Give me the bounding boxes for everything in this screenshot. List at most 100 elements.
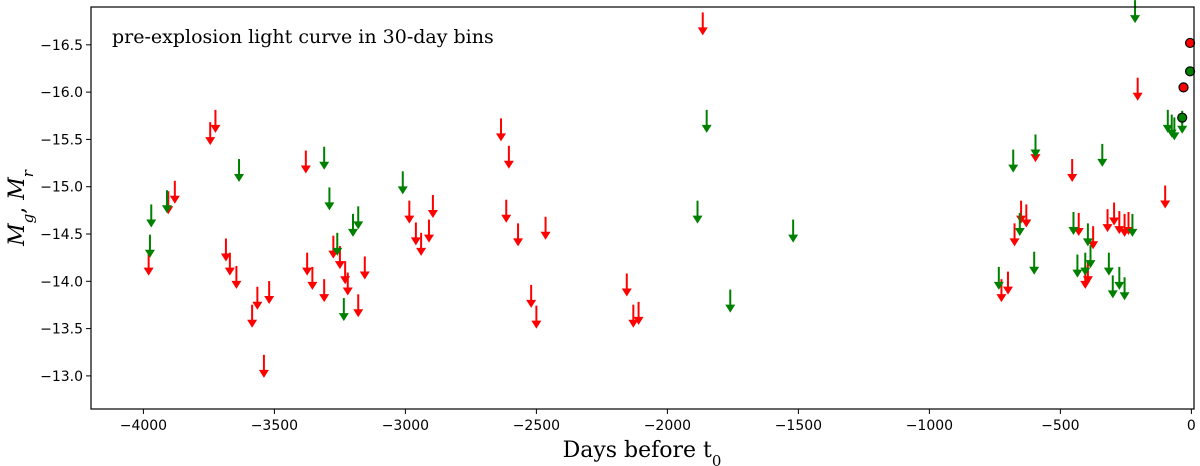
y-axis-label: Mg, Mr: [5, 169, 37, 247]
upper-limit-arrow-r: [264, 281, 275, 305]
detection-point-g: [1177, 112, 1188, 123]
upper-limit-arrow-r: [404, 200, 415, 224]
upper-limit-arrow-g: [144, 234, 155, 258]
upper-limit-arrow-g: [234, 159, 245, 183]
upper-limit-arrow-r: [220, 238, 231, 262]
upper-limit-arrow-g: [146, 204, 157, 228]
x-tick-label: −3500: [251, 418, 298, 434]
x-tick-label: −3000: [382, 418, 429, 434]
upper-limit-arrow-g: [1072, 254, 1083, 278]
y-tick-label: −13.5: [40, 322, 83, 338]
upper-limit-arrow-r: [302, 252, 313, 276]
upper-limit-arrow-r: [531, 305, 542, 329]
upper-limit-arrow-g: [1130, 0, 1141, 24]
upper-limit-arrow-g: [319, 146, 330, 170]
y-axis-ticks: −13.0 −13.5 −14.0 −14.5 −15.0 −15.5 −16.0 −16.5: [40, 38, 91, 385]
upper-limit-arrow-g: [1085, 245, 1096, 269]
upper-limit-arrow-g: [692, 200, 703, 224]
upper-limit-arrow-r: [1067, 159, 1078, 183]
upper-limit-arrow-r: [1009, 223, 1020, 247]
upper-limit-arrow-r: [628, 304, 639, 328]
upper-limit-arrow-r: [252, 286, 263, 310]
upper-limit-arrow-r: [513, 223, 524, 247]
upper-limit-arrow-r: [1016, 200, 1027, 224]
upper-limit-arrow-g: [1030, 134, 1041, 158]
upper-limit-arrow-g: [338, 298, 349, 322]
upper-limit-arrow-g: [1097, 143, 1108, 167]
x-tick-label: −1000: [906, 418, 953, 434]
upper-limit-arrow-r: [169, 180, 180, 204]
upper-limit-arrow-r: [1114, 211, 1125, 235]
upper-limit-arrow-r: [410, 222, 421, 246]
upper-limit-arrow-r: [621, 273, 632, 297]
upper-limit-arrow-g: [1008, 149, 1019, 173]
y-axis-label-m1: M: [5, 223, 30, 247]
x-axis-ticks: −4000 −3500 −3000 −2500 −2000 −1500 −1000 −500 0: [120, 409, 1196, 434]
upper-limit-arrow-r: [258, 354, 269, 378]
x-tick-label: −2500: [513, 418, 560, 434]
upper-limit-arrow-g: [1029, 251, 1040, 275]
upper-limit-arrow-r: [1109, 202, 1120, 226]
upper-limit-arrow-g: [1169, 117, 1180, 141]
upper-limit-arrow-g: [701, 109, 712, 133]
upper-limit-arrow-g: [347, 213, 358, 237]
upper-limit-arrow-r: [633, 301, 644, 325]
upper-limit-arrow-r: [231, 265, 242, 289]
upper-limit-arrow-r: [1160, 185, 1171, 209]
upper-limit-arrow-r: [205, 122, 216, 146]
upper-limit-arrow-r: [503, 145, 514, 169]
upper-limit-arrow-g: [1080, 252, 1091, 276]
data-marks: [143, 0, 1196, 378]
y-tick-label: −15.0: [40, 180, 83, 196]
upper-limit-arrow-r: [300, 150, 311, 174]
upper-limit-arrow-r: [1088, 226, 1099, 250]
upper-limit-arrow-g: [1068, 212, 1079, 236]
upper-limit-arrow-r: [697, 12, 708, 36]
upper-limit-arrow-g: [1127, 213, 1138, 237]
chart-annotation: pre-explosion light curve in 30-day bins: [112, 26, 494, 48]
x-tick-label: −1500: [775, 418, 822, 434]
upper-limit-arrow-r: [427, 194, 438, 218]
upper-limit-arrow-g: [1103, 252, 1114, 276]
upper-limit-arrow-r: [319, 279, 330, 303]
x-tick-label: −500: [1041, 418, 1079, 434]
upper-limit-arrow-r: [1102, 209, 1113, 233]
plot-frame: [90, 6, 1195, 410]
upper-limit-arrow-r: [416, 232, 427, 256]
upper-limit-arrow-r: [423, 219, 434, 243]
x-tick-label: 0: [1187, 418, 1196, 434]
upper-limit-arrow-r: [540, 216, 551, 240]
upper-limit-arrow-r: [210, 109, 221, 133]
upper-limit-arrow-r: [1073, 212, 1084, 236]
upper-limit-arrow-r: [143, 252, 154, 276]
detection-point-r: [1178, 82, 1189, 93]
y-axis-label-sub-g: g: [19, 214, 37, 224]
upper-limit-arrow-g: [1162, 109, 1173, 133]
upper-limit-arrow-r: [526, 284, 537, 308]
upper-limit-arrow-r: [496, 118, 507, 142]
upper-limit-arrow-g: [1119, 277, 1130, 301]
upper-limit-arrow-g: [332, 232, 343, 256]
x-axis-label-main: Days before t: [563, 438, 712, 463]
upper-limit-arrow-r: [353, 294, 364, 318]
upper-limit-arrow-r: [501, 199, 512, 223]
y-axis-label-sub-r: r: [19, 169, 37, 177]
upper-limit-arrow-g: [324, 187, 335, 211]
upper-limit-arrow-r: [1021, 204, 1032, 228]
upper-limit-arrow-r: [342, 272, 353, 296]
y-tick-label: −14.5: [40, 227, 83, 243]
upper-limit-arrow-g: [725, 289, 736, 313]
detection-point-r: [1184, 37, 1196, 49]
y-axis-label-m2: M: [5, 177, 30, 201]
upper-limit-arrow-g: [993, 266, 1004, 290]
upper-limit-arrow-r: [247, 304, 258, 328]
upper-limit-arrow-g: [1082, 223, 1093, 247]
y-tick-label: −14.0: [40, 274, 83, 290]
y-axis-label-sep: ,: [5, 200, 30, 214]
upper-limit-arrow-g: [161, 190, 172, 214]
upper-limit-arrow-g: [1107, 275, 1118, 299]
x-axis-label: Days before t0: [563, 438, 722, 466]
y-tick-label: −16.0: [40, 85, 83, 101]
upper-limit-arrow-g: [397, 171, 408, 195]
